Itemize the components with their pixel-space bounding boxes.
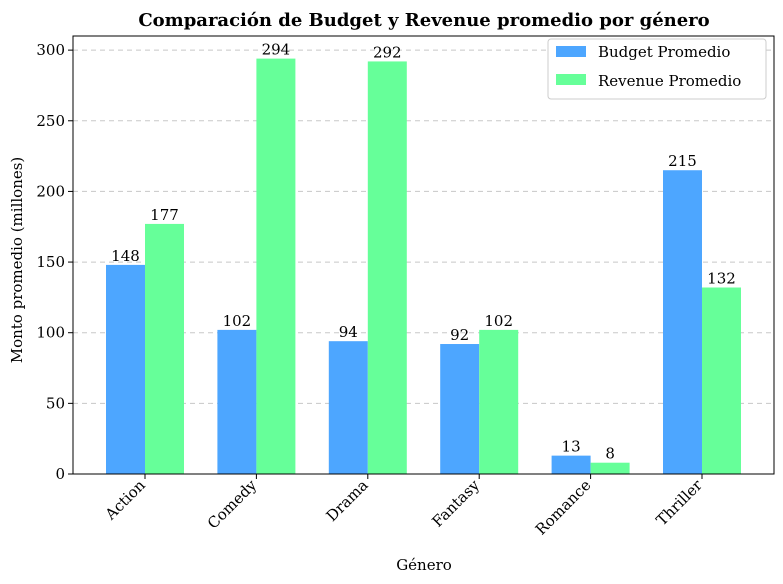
bar-revenue-romance: [590, 462, 630, 474]
legend-label-revenue: Revenue Promedio: [598, 72, 741, 90]
bar-revenue-thriller: [702, 287, 741, 474]
x-tick-label: Comedy: [204, 476, 261, 533]
data-label: 148: [111, 247, 140, 265]
data-label: 294: [262, 41, 291, 59]
y-tick-label: 50: [46, 394, 65, 412]
bars: [106, 58, 741, 475]
data-label: 292: [373, 43, 402, 61]
chart-title: Comparación de Budget y Revenue promedio…: [138, 10, 709, 31]
bar-budget-fantasy: [440, 344, 480, 474]
y-tick-label: 0: [55, 465, 65, 483]
y-tick-label: 250: [36, 112, 65, 130]
data-label: 215: [668, 152, 697, 170]
x-tick-label: Thriller: [653, 476, 707, 530]
legend-swatch-budget: [556, 46, 586, 57]
data-label: 102: [223, 312, 252, 330]
bar-budget-action: [106, 264, 145, 474]
y-tick-label: 100: [36, 324, 65, 342]
bar-budget-thriller: [663, 170, 702, 474]
data-label: 13: [562, 438, 581, 456]
bar-revenue-comedy: [256, 58, 296, 475]
data-labels: 148 177 102 294 94 292 92 102 13 8 215 132: [111, 41, 736, 463]
x-tick-label: Romance: [532, 476, 595, 539]
data-label: 102: [484, 312, 513, 330]
x-tick-label: Drama: [323, 476, 372, 525]
plot-frame: [72, 35, 775, 475]
bar-revenue-fantasy: [479, 329, 519, 474]
bar-revenue-drama: [367, 61, 407, 475]
data-label: 8: [605, 445, 615, 463]
y-tick-label: 150: [36, 253, 65, 271]
y-tick-label: 200: [36, 182, 65, 200]
x-axis-ticks: Action Comedy Drama Fantasy Romance Thriller: [101, 474, 706, 539]
y-axis-label: Monto promedio (millones): [8, 157, 26, 364]
x-tick-label: Fantasy: [428, 476, 483, 531]
bar-budget-comedy: [217, 329, 257, 474]
y-tick-label: 300: [36, 41, 65, 59]
legend-box: [547, 38, 767, 100]
bar-revenue-action: [145, 223, 184, 474]
x-tick-label: Action: [101, 476, 149, 524]
bar-budget-drama: [328, 341, 368, 474]
bar-budget-romance: [551, 455, 591, 474]
x-axis-label: Género: [396, 556, 452, 574]
y-axis-ticks: 0 50 100 150 200 250 300: [36, 41, 73, 483]
legend-swatch-revenue: [556, 74, 586, 85]
data-label: 94: [339, 323, 358, 341]
legend: Budget Promedio Revenue Promedio: [547, 38, 767, 100]
data-label: 177: [150, 206, 179, 224]
data-label: 92: [450, 326, 469, 344]
legend-label-budget: Budget Promedio: [598, 43, 730, 61]
data-label: 132: [707, 269, 736, 287]
